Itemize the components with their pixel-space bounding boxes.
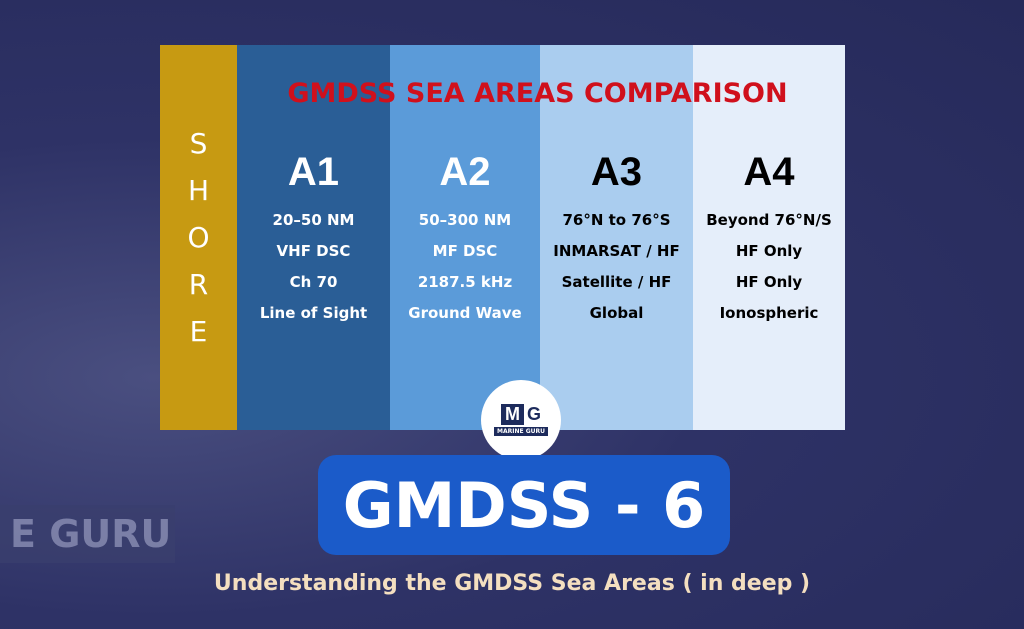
- area-line: MF DSC: [432, 242, 498, 260]
- area-line: Satellite / HF: [561, 273, 672, 291]
- area-line: 76°N to 76°S: [562, 211, 671, 229]
- area-line: Global: [589, 304, 644, 322]
- area-a2-column: A2 50–300 NM MF DSC 2187.5 kHz Ground Wa…: [390, 45, 540, 430]
- area-name: A1: [287, 150, 340, 194]
- area-line: Beyond 76°N/S: [706, 211, 832, 229]
- area-name: A2: [439, 150, 491, 194]
- area-a1-column: A1 20–50 NM VHF DSC Ch 70 Line of Sight: [237, 45, 390, 430]
- shore-letter: S: [189, 127, 208, 160]
- area-line: 2187.5 kHz: [417, 273, 513, 291]
- area-line: HF Only: [735, 273, 803, 291]
- shore-letter: O: [187, 221, 210, 254]
- area-line: 20–50 NM: [272, 211, 355, 229]
- area-line: Ch 70: [289, 273, 338, 291]
- shore-letter: R: [188, 268, 209, 301]
- panel-title: GMDSS SEA AREAS COMPARISON: [287, 78, 788, 109]
- shore-column: S H O R E: [160, 45, 237, 430]
- background-watermark: E GURU: [0, 505, 175, 563]
- area-line: Line of Sight: [259, 304, 368, 322]
- area-line: Ionospheric: [719, 304, 819, 322]
- area-a4-column: A4 Beyond 76°N/S HF Only HF Only Ionosph…: [693, 45, 845, 430]
- area-line: Ground Wave: [408, 304, 522, 322]
- area-name: A4: [743, 150, 795, 194]
- subtitle: Understanding the GMDSS Sea Areas ( in d…: [213, 571, 811, 596]
- sea-areas-panel: S H O R E A1 20–50 NM VHF DSC Ch 70 Line…: [160, 45, 845, 430]
- shore-letter: H: [187, 174, 210, 207]
- area-line: INMARSAT / HF: [553, 242, 680, 260]
- shore-letter: E: [189, 315, 208, 348]
- area-line: HF Only: [735, 242, 803, 260]
- area-name: A3: [590, 150, 643, 194]
- area-a3-column: A3 76°N to 76°S INMARSAT / HF Satellite …: [540, 45, 693, 430]
- headline-badge: GMDSS - 6: [318, 455, 730, 555]
- area-line: VHF DSC: [276, 242, 351, 260]
- area-line: 50–300 NM: [418, 211, 512, 229]
